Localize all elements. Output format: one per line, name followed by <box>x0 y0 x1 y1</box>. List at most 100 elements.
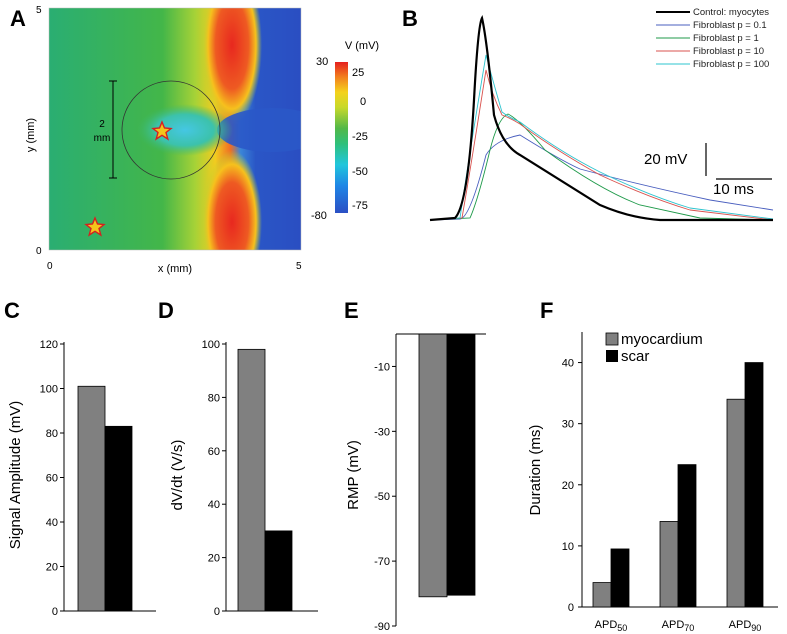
heatmap-hot-region-bottom <box>202 150 262 250</box>
colorbar-tick-minus25: -25 <box>352 131 368 143</box>
y-tick-label: 40 <box>562 358 574 370</box>
y-tick-label: 60 <box>208 446 220 458</box>
panel-e: E RMP (mV) -10 -30 -50 -70 -90 <box>344 298 486 633</box>
y-tick-label: -70 <box>374 556 390 568</box>
legend-label-p1: Fibroblast p = 1 <box>693 33 759 44</box>
y-tick-label: 10 <box>562 541 574 553</box>
legend-label-control: Control: myocytes <box>693 7 769 18</box>
y-tick-label: 0 <box>568 602 574 614</box>
y-axis-title-e: RMP (mV) <box>345 440 362 510</box>
x-axis-title-a: x (mm) <box>158 263 192 275</box>
y-tick-label: 30 <box>562 419 574 431</box>
y-tick-label: 40 <box>208 499 220 511</box>
star-marker-corner <box>84 216 106 237</box>
bar-scar <box>104 425 133 612</box>
colorbar-max-label: 30 <box>316 56 328 68</box>
panel-letter-d: D <box>158 298 174 323</box>
y-tick-label: 20 <box>562 480 574 492</box>
y-axis-title-a: y (mm) <box>25 118 37 152</box>
heatmap-gap-region <box>217 108 301 152</box>
trace-fibroblast-p1 <box>429 113 774 221</box>
panel-c: C Signal Amplitude (mV) 0 20 40 60 80 100 120 <box>4 298 156 618</box>
y-axis-title-c: Signal Amplitude (mV) <box>7 401 24 549</box>
time-scale-label: 10 ms <box>713 181 754 198</box>
y-tick-label: 100 <box>202 339 220 351</box>
y-tick-label: 80 <box>208 392 220 404</box>
trace-fibroblast-p0.1 <box>429 134 774 221</box>
bar-scar <box>264 530 293 612</box>
legend-swatch-scar <box>606 350 618 362</box>
plot-c: 0 20 40 60 80 100 120 <box>40 339 156 618</box>
bar-APD50-myocardium <box>592 582 612 608</box>
trace-fibroblast-p10 <box>429 69 774 221</box>
y-tick-label: -10 <box>374 361 390 373</box>
bar-myocardium <box>77 385 106 612</box>
y-tick-label: 20 <box>46 562 58 574</box>
bar-APD70-scar <box>677 464 697 608</box>
legend-swatch-myocardium <box>605 332 619 346</box>
x-category-label-APD90: APD90 <box>729 619 762 633</box>
x-tick-right: 5 <box>296 261 302 272</box>
panel-letter-e: E <box>344 298 359 323</box>
bar-myocardium <box>418 333 448 598</box>
colorbar <box>335 62 348 213</box>
legend-f: myocardium scar <box>605 331 703 365</box>
legend-b: Control: myocytes Fibroblast p = 0.1 Fib… <box>656 7 769 70</box>
x-category-label-APD70: APD70 <box>662 619 695 633</box>
plot-d: 0 20 40 60 80 100 <box>202 339 318 618</box>
legend-label-p0.1: Fibroblast p = 0.1 <box>693 20 767 31</box>
y-tick-label: -50 <box>374 491 390 503</box>
panel-letter-a: A <box>10 6 26 31</box>
y-tick-label: 40 <box>46 517 58 529</box>
bar-APD90-myocardium <box>726 398 746 608</box>
bar-APD70-myocardium <box>659 521 679 608</box>
scar-circle <box>121 80 221 180</box>
panel-letter-b: B <box>402 6 418 31</box>
y-tick-label: 120 <box>40 339 58 351</box>
panel-a: A 2 mm 5 0 0 5 x (mm) y (mm) V (mV) 30 -… <box>10 5 379 275</box>
panel-b: B Control: myocytes Fibroblast p = 0.1 F… <box>402 6 774 222</box>
y-tick-label: 0 <box>214 606 220 618</box>
bar-scar <box>446 333 476 596</box>
legend-label-myocardium: myocardium <box>621 331 703 348</box>
heatmap-cool-region <box>137 104 233 156</box>
panel-f: F Duration (ms) 0 10 20 30 40 APD50 APD70 APD90… <box>527 298 778 633</box>
x-category-label-APD50: APD50 <box>595 619 628 633</box>
panel-d: D dV/dt (V/s) 0 20 40 60 80 100 <box>158 298 318 618</box>
bar-APD90-scar <box>744 362 764 608</box>
y-tick-label: -30 <box>374 426 390 438</box>
y-tick-label: 80 <box>46 428 58 440</box>
bar-myocardium <box>237 348 266 612</box>
y-tick-top: 5 <box>36 5 42 16</box>
plot-f: 0 10 20 30 40 APD50 APD70 APD90 <box>562 332 778 633</box>
y-tick-label: -90 <box>374 621 390 633</box>
y-tick-label: 0 <box>52 606 58 618</box>
colorbar-tick-minus50: -50 <box>352 166 368 178</box>
scale-bar-label-value: 2 <box>99 119 105 130</box>
star-marker-center <box>151 120 173 141</box>
y-axis-title-f: Duration (ms) <box>527 425 544 516</box>
y-tick-label: 60 <box>46 473 58 485</box>
colorbar-tick-25: 25 <box>352 67 364 79</box>
panel-letter-c: C <box>4 298 20 323</box>
trace-fibroblast-p100 <box>429 54 774 221</box>
legend-label-p10: Fibroblast p = 10 <box>693 46 764 57</box>
colorbar-tick-minus75: -75 <box>352 200 368 212</box>
y-tick-label: 100 <box>40 384 58 396</box>
heatmap-field <box>49 8 301 250</box>
y-axis-title-d: dV/dt (V/s) <box>169 440 186 511</box>
legend-label-scar: scar <box>621 348 649 365</box>
heatmap-frame <box>48 7 302 251</box>
colorbar-min-label: -80 <box>311 210 327 222</box>
heatmap-hot-region-top <box>202 8 262 125</box>
plot-e: -10 -30 -50 -70 -90 <box>374 333 486 633</box>
bar-APD50-scar <box>610 548 630 608</box>
scale-bar-label-unit: mm <box>94 133 111 144</box>
voltage-scale-label: 20 mV <box>644 151 687 168</box>
legend-label-p100: Fibroblast p = 100 <box>693 59 769 70</box>
trace-control-myocytes <box>429 14 773 222</box>
y-tick-bottom: 0 <box>36 246 42 257</box>
colorbar-title: V (mV) <box>345 40 379 52</box>
panel-letter-f: F <box>540 298 553 323</box>
